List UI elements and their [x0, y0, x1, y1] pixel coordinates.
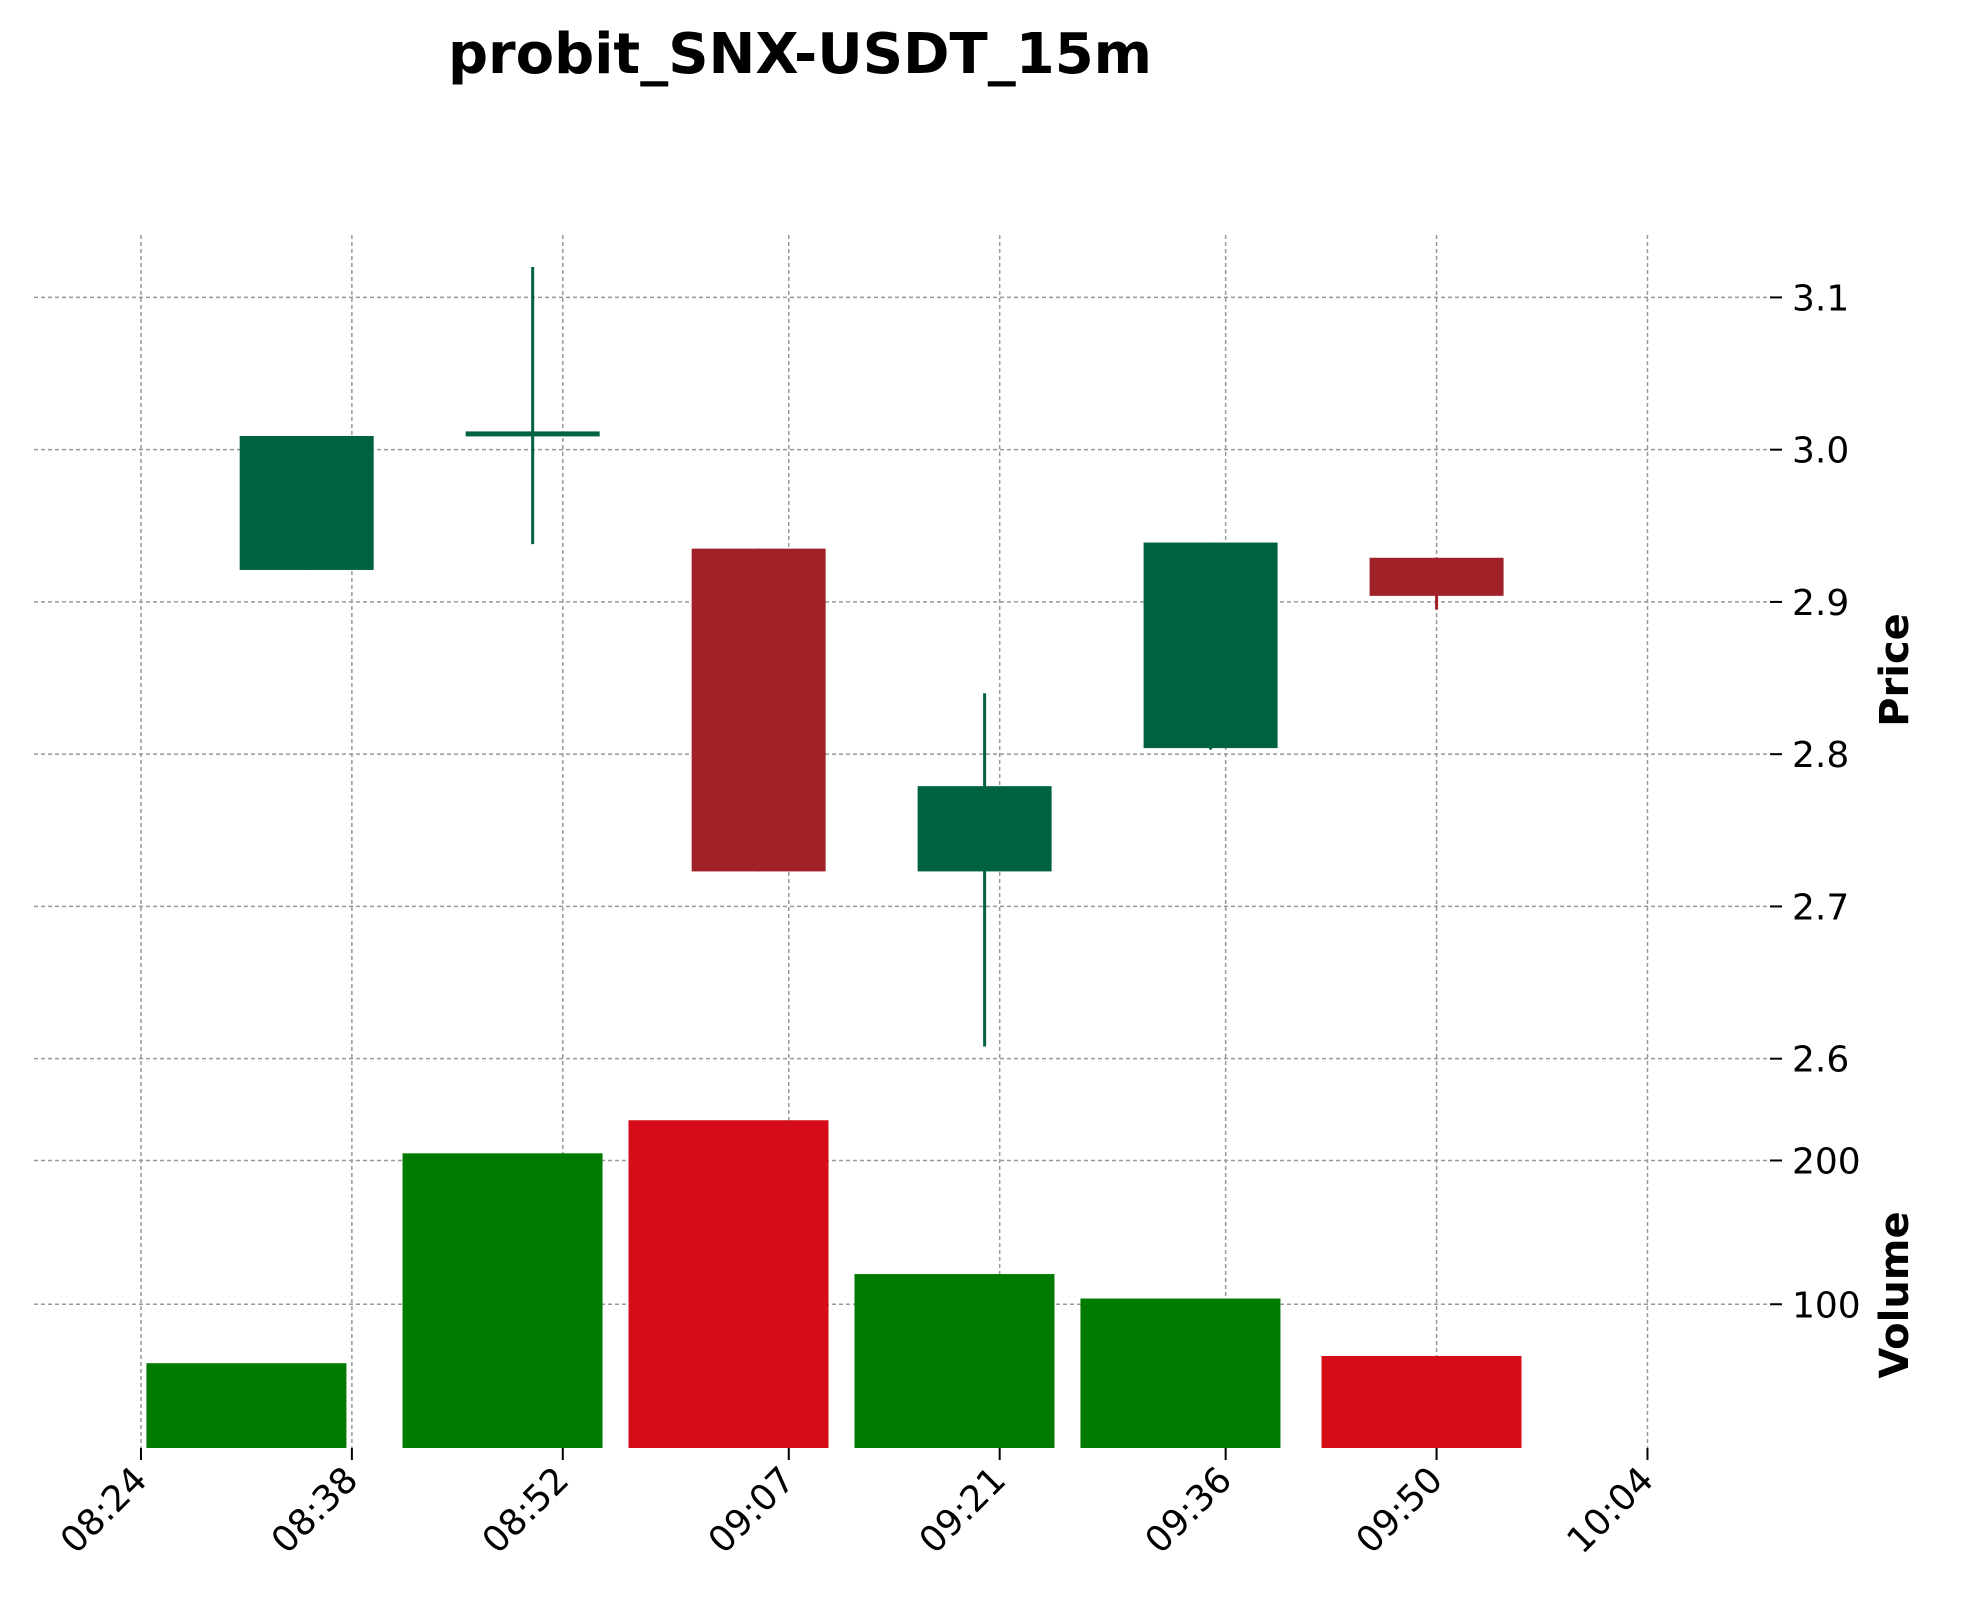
candle-body — [465, 431, 600, 437]
volume-bar — [1080, 1298, 1281, 1448]
candle-body — [1143, 542, 1278, 749]
price-axis-label: Price — [1872, 613, 1918, 727]
candle-body — [1369, 557, 1504, 596]
x-tick-label: 08:52 — [475, 1459, 577, 1561]
volume-bar — [1321, 1356, 1522, 1448]
price-tick-label: 3.1 — [1792, 278, 1849, 319]
x-tick-label: 09:07 — [701, 1459, 803, 1561]
price-tick-label: 2.8 — [1792, 735, 1849, 776]
x-tick-label: 08:24 — [53, 1459, 155, 1561]
x-tick-label: 09:36 — [1138, 1459, 1240, 1561]
volume-bar — [402, 1153, 603, 1448]
x-tick-label: 10:04 — [1559, 1459, 1661, 1561]
x-tick-label: 08:38 — [264, 1459, 366, 1561]
candle-body — [917, 786, 1052, 872]
candle-body — [691, 548, 826, 872]
x-tick-label: 09:50 — [1349, 1459, 1451, 1561]
volume-bars-layer — [146, 1120, 1522, 1448]
volume-tick-label: 200 — [1792, 1142, 1861, 1183]
price-tick-label: 2.9 — [1792, 583, 1849, 624]
volume-bar — [854, 1274, 1055, 1448]
volume-bar — [146, 1363, 347, 1448]
volume-tick-label: 100 — [1792, 1285, 1861, 1326]
candles-layer — [239, 266, 1504, 1047]
price-tick-label: 2.6 — [1792, 1040, 1849, 1081]
price-tick-label: 3.0 — [1792, 431, 1849, 472]
x-tick-label: 09:21 — [912, 1459, 1014, 1561]
grid-lines — [34, 235, 1768, 1448]
volume-axis-label: Volume — [1872, 1211, 1918, 1378]
candle-body — [239, 435, 374, 570]
price-tick-label: 2.7 — [1792, 887, 1849, 928]
volume-bar — [628, 1120, 829, 1448]
chart-title: probit_SNX-USDT_15m — [447, 22, 1153, 87]
